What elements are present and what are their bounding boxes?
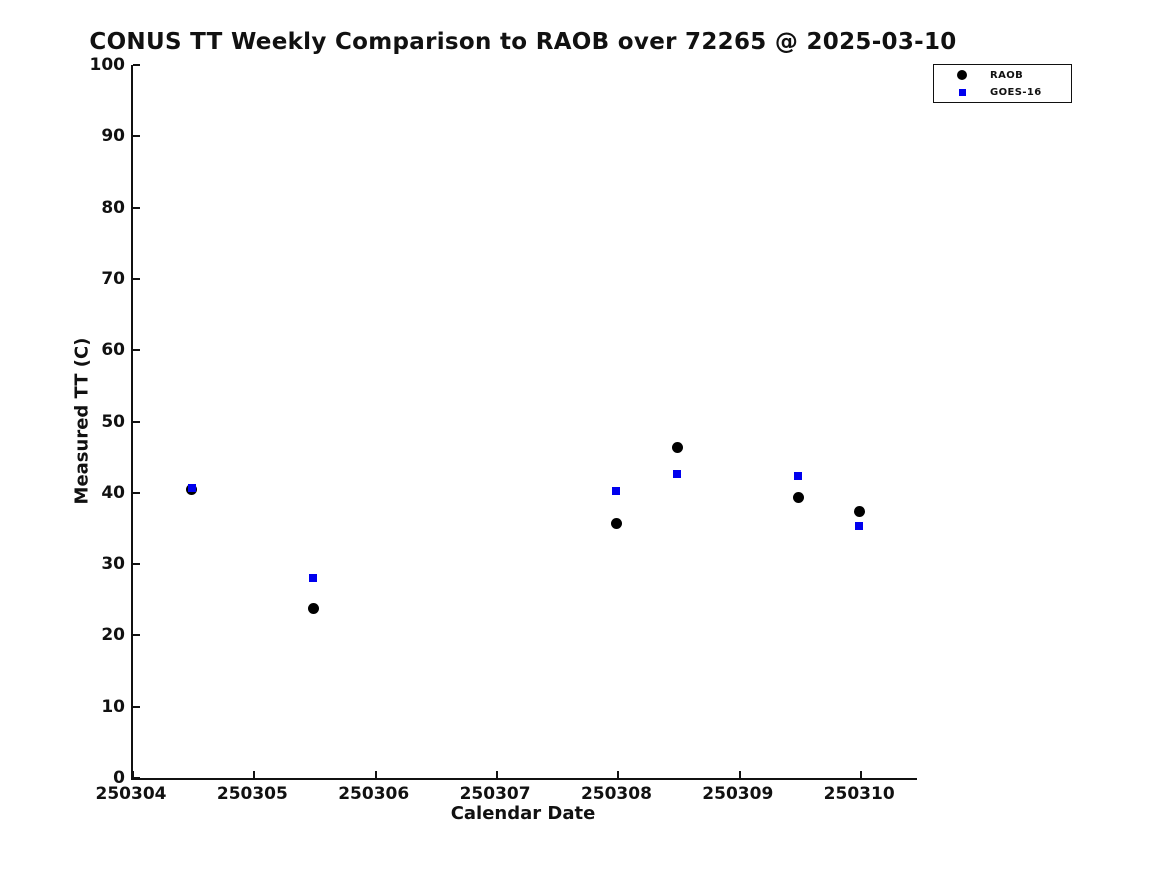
y-tick-label: 10 bbox=[101, 696, 125, 717]
legend: RAOB GOES-16 bbox=[933, 64, 1072, 103]
y-tick-mark bbox=[133, 563, 140, 566]
y-tick-label: 40 bbox=[101, 482, 125, 503]
legend-marker-cell bbox=[934, 88, 990, 96]
x-tick-mark bbox=[496, 771, 499, 778]
legend-item-goes-16: GOES-16 bbox=[934, 85, 1071, 99]
x-tick-label: 250305 bbox=[216, 784, 288, 804]
legend-item-raob: RAOB bbox=[934, 68, 1071, 82]
raob-marker bbox=[610, 517, 622, 529]
goes-16-legend-square-icon bbox=[958, 88, 966, 96]
y-tick-mark bbox=[133, 206, 140, 209]
y-tick-label: 70 bbox=[101, 268, 125, 289]
legend-label: RAOB bbox=[990, 69, 1024, 81]
y-tick-mark bbox=[133, 420, 140, 423]
chart-title: CONUS TT Weekly Comparison to RAOB over … bbox=[89, 29, 957, 55]
raob-marker bbox=[853, 505, 865, 517]
y-axis-label: Measured TT (C) bbox=[71, 337, 93, 505]
y-tick-mark bbox=[133, 777, 140, 779]
x-tick-label: 250310 bbox=[823, 784, 895, 804]
y-tick-mark bbox=[133, 135, 140, 138]
x-tick-mark bbox=[132, 771, 134, 778]
x-tick-mark bbox=[738, 771, 741, 778]
x-tick-mark bbox=[253, 771, 256, 778]
y-tick-label: 0 bbox=[113, 768, 125, 788]
plot-area bbox=[131, 64, 917, 780]
x-tick-mark bbox=[617, 771, 620, 778]
goes-16-marker bbox=[187, 483, 196, 492]
y-tick-mark bbox=[133, 491, 140, 494]
y-tick-label: 50 bbox=[101, 411, 125, 432]
x-tick-label: 250309 bbox=[702, 784, 774, 804]
goes-16-marker bbox=[794, 472, 803, 481]
x-tick-label: 250308 bbox=[580, 784, 652, 804]
y-tick-label: 80 bbox=[101, 197, 125, 218]
y-tick-mark bbox=[133, 634, 140, 637]
y-tick-mark bbox=[133, 64, 140, 66]
y-tick-mark bbox=[133, 349, 140, 352]
x-tick-label: 250307 bbox=[459, 784, 531, 804]
raob-marker bbox=[792, 492, 804, 504]
y-tick-label: 60 bbox=[101, 340, 125, 361]
x-tick-mark bbox=[374, 771, 377, 778]
x-axis-label: Calendar Date bbox=[450, 803, 596, 824]
raob-marker bbox=[307, 602, 319, 614]
x-tick-label: 250304 bbox=[95, 784, 167, 804]
legend-label: GOES-16 bbox=[990, 86, 1042, 98]
y-tick-mark bbox=[133, 705, 140, 708]
goes-16-marker bbox=[309, 574, 318, 583]
goes-16-marker bbox=[855, 521, 864, 530]
goes-16-marker bbox=[612, 486, 621, 495]
y-tick-label: 30 bbox=[101, 554, 125, 575]
raob-marker bbox=[671, 442, 683, 454]
legend-marker-cell bbox=[934, 70, 990, 80]
y-tick-mark bbox=[133, 277, 140, 280]
y-tick-label: 20 bbox=[101, 625, 125, 646]
x-tick-mark bbox=[860, 771, 863, 778]
y-tick-label: 90 bbox=[101, 126, 125, 147]
y-tick-label: 100 bbox=[89, 55, 126, 75]
raob-legend-circle-icon bbox=[957, 70, 967, 80]
goes-16-marker bbox=[673, 470, 682, 479]
x-tick-label: 250306 bbox=[338, 784, 410, 804]
